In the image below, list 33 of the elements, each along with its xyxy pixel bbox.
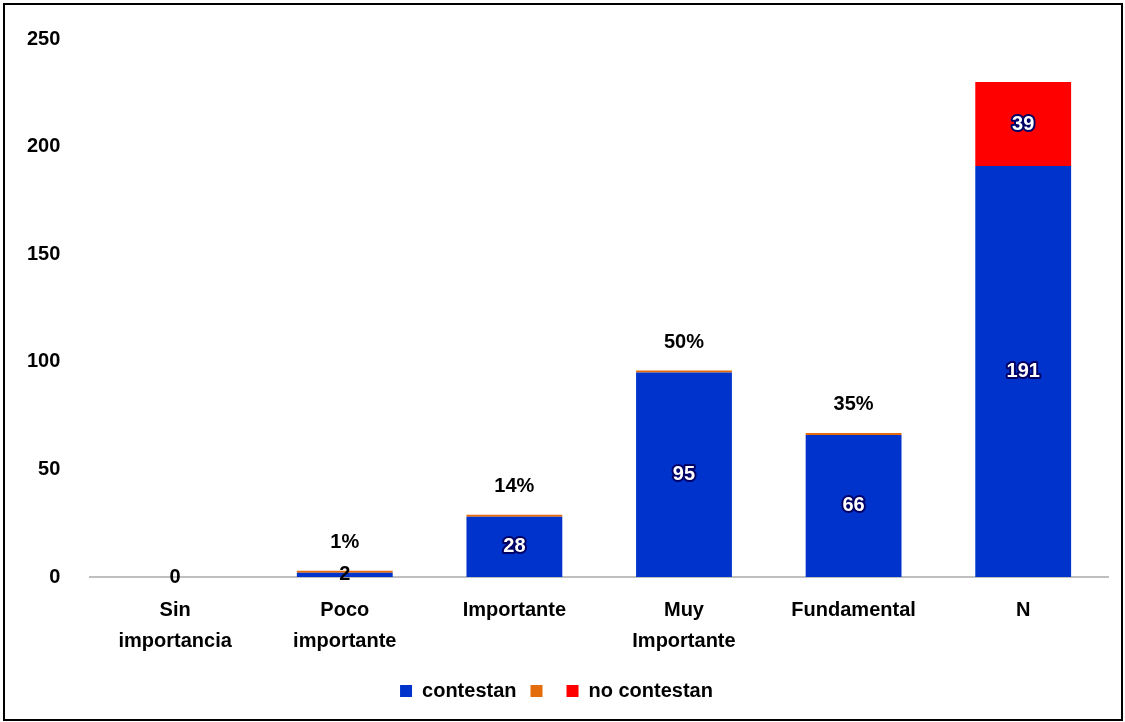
data-label: 35% (833, 392, 874, 415)
bar (466, 516, 563, 577)
legend-label: contestan (422, 678, 517, 701)
bar (975, 82, 1072, 166)
data-label: 14% (494, 474, 535, 497)
y-tick-label: 100 (26, 349, 61, 372)
y-tick-label: 200 (26, 134, 61, 157)
bar (805, 432, 902, 435)
x-tick-label: Poco importante (293, 598, 397, 652)
data-label: 1% (330, 530, 360, 553)
bar (466, 514, 563, 517)
data-label: 191 (1006, 359, 1040, 381)
y-tick-label: 150 (26, 241, 61, 264)
data-label: 39 (1012, 111, 1035, 134)
data-label: 66 (842, 493, 865, 516)
data-label: 2 (339, 562, 351, 585)
bar (636, 372, 732, 577)
x-tick-label: Fundamental (791, 598, 916, 621)
bar (805, 434, 902, 577)
x-tick-label: N (1015, 598, 1031, 621)
data-label: 50% (663, 330, 705, 353)
y-tick-label: 50 (38, 456, 61, 479)
x-tick-label: Muy Importante (632, 598, 736, 652)
bar (636, 370, 732, 373)
y-tick-label: 250 (26, 26, 61, 49)
data-label: 95 (672, 462, 696, 485)
x-tick-label: Importante (462, 598, 567, 621)
data-label: 28 (503, 534, 526, 557)
y-tick-label: 0 (49, 564, 61, 587)
bar (975, 165, 1072, 577)
data-label: 0 (169, 564, 181, 587)
x-tick-label: Sin importancia (118, 598, 233, 652)
legend-label: no contestan (588, 678, 713, 701)
